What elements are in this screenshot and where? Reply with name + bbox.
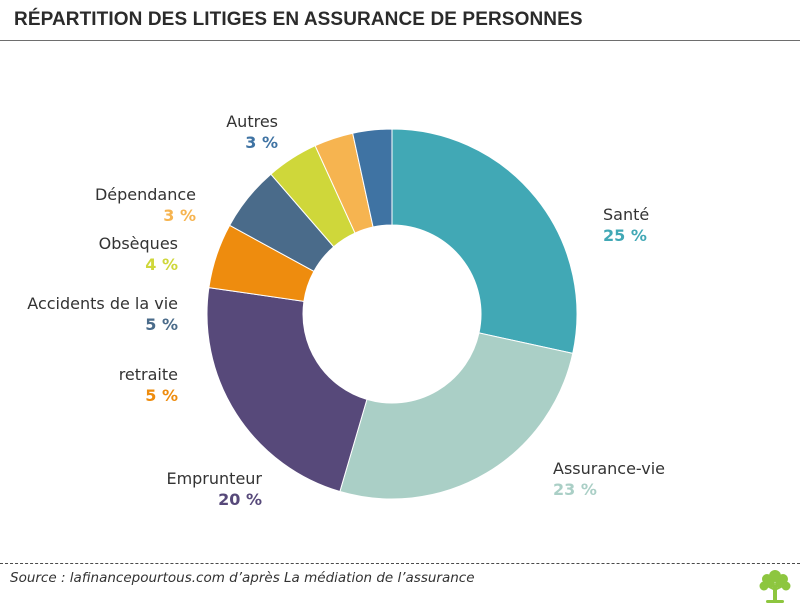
donut-chart: Santé 25 % Assurance-vie 23 % Emprunteur 20 %… [27,112,665,509]
slice-labels: Santé 25 % Assurance-vie 23 % Emprunteur 20 %… [27,112,665,509]
slice-value: 5 % [145,315,178,334]
slice-label: Autres [226,112,278,131]
slice-emprunteur [206,287,368,493]
footer-divider [0,563,800,564]
slice-label: Accidents de la vie [27,294,178,313]
slice-label: Emprunteur [166,469,262,488]
slice-value: 4 % [145,255,178,274]
slice-value: 5 % [145,386,178,405]
slice-value: 3 % [245,133,278,152]
slice-sant- [391,128,578,354]
donut-slices [206,128,578,500]
source-note: Source : lafinancepourtous.com d’après L… [10,570,475,586]
slice-label: Assurance-vie [553,459,665,478]
slice-autres [352,128,393,228]
slice-label: Dépendance [95,185,196,204]
tree-icon [759,570,791,603]
slice-value: 25 % [603,226,647,245]
slice-label: Obsèques [99,234,178,253]
slice-assurance-vie [339,332,574,500]
chart-title: RÉPARTITION DES LITIGES EN ASSURANCE DE … [14,9,583,30]
title-divider [0,40,800,41]
slice-label: Santé [603,205,649,224]
slice-value: 20 % [218,490,262,509]
slice-label: retraite [119,365,178,384]
slice-value: 23 % [553,480,597,499]
slice-value: 3 % [163,206,196,225]
